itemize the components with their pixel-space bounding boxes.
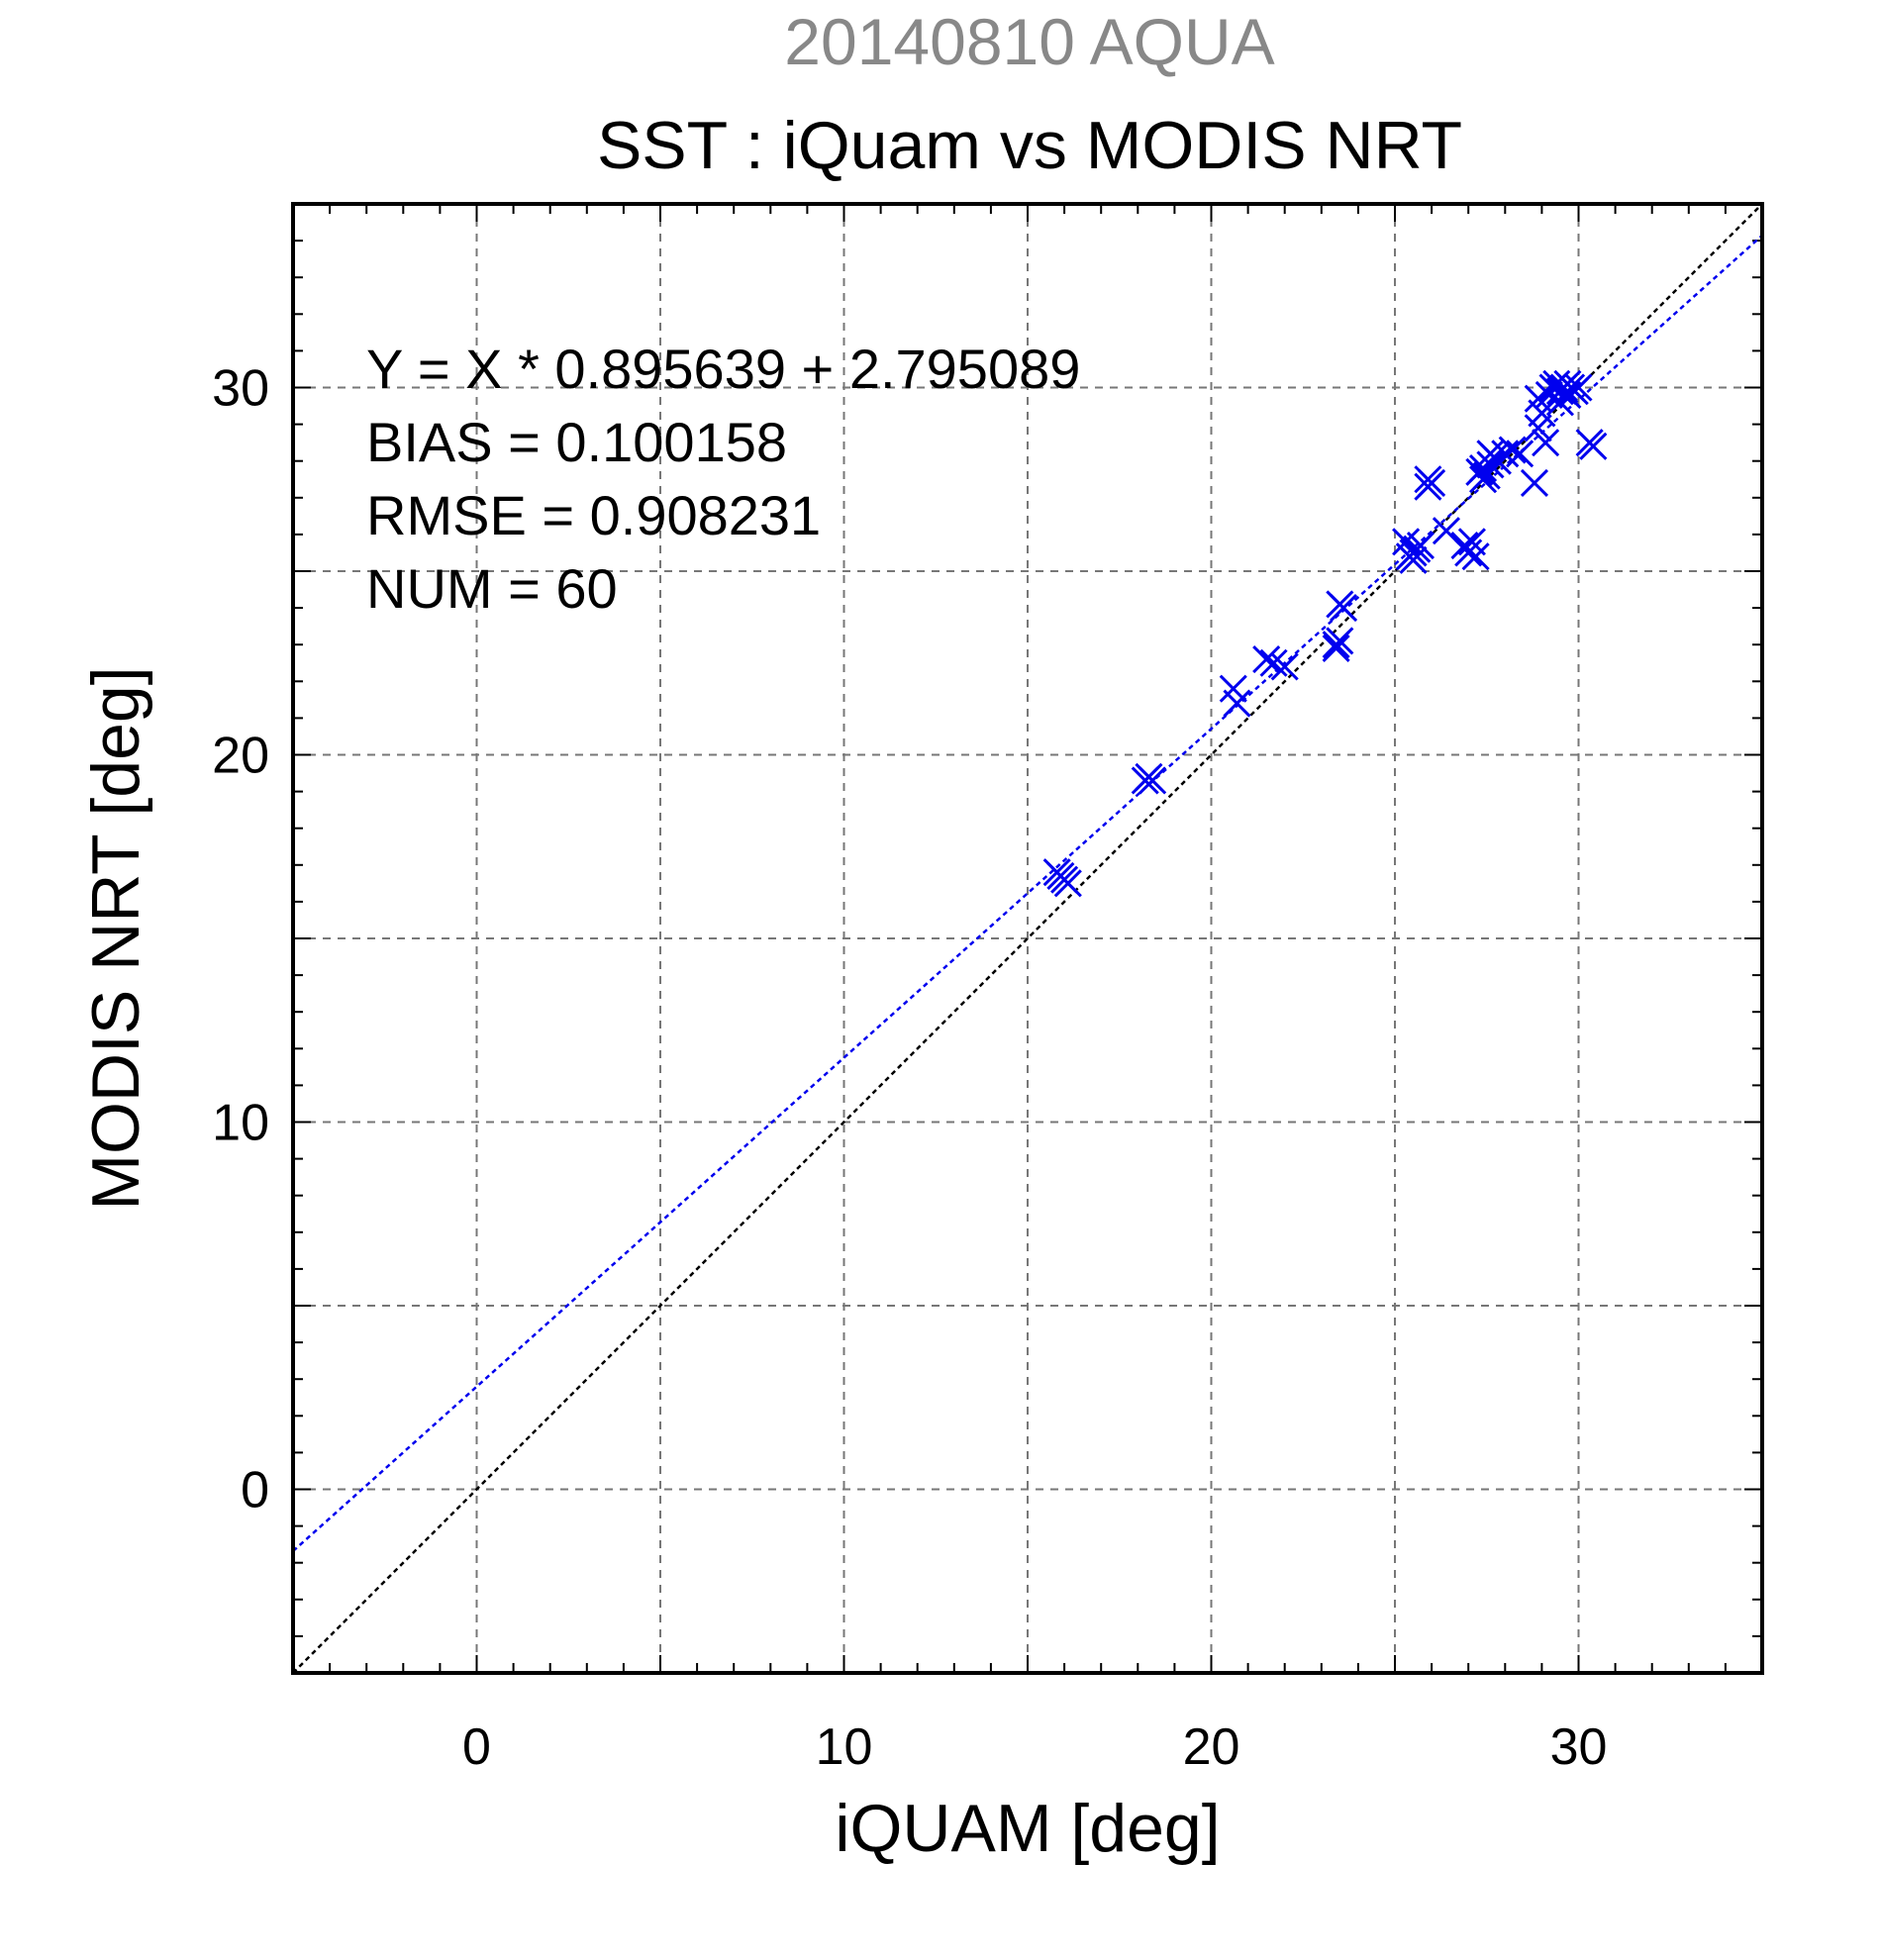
data-point-stroke [1432, 517, 1461, 545]
y-axis-label: MODIS NRT [deg] [78, 666, 153, 1210]
y-tick-label: 20 [212, 728, 269, 785]
chart-title: SST : iQuam vs MODIS NRT [597, 108, 1462, 183]
data-point [1579, 432, 1608, 460]
data-point [1414, 472, 1442, 501]
data-point [1532, 429, 1560, 457]
data-point [1491, 440, 1520, 468]
data-point-stroke [1270, 652, 1299, 681]
stat-num: NUM = 60 [366, 557, 618, 620]
data-point-stroke [1564, 373, 1593, 402]
data-point-stroke [1219, 674, 1247, 703]
fit-statistics: Y = X * 0.895639 + 2.795089 BIAS = 0.100… [366, 338, 1080, 620]
data-point-stroke [1414, 472, 1442, 501]
data-point [1454, 539, 1483, 567]
data-point [1468, 465, 1498, 494]
data-point-stroke [1491, 440, 1520, 468]
x-tick-label: 30 [1550, 1718, 1608, 1776]
data-point-stroke [1520, 468, 1549, 498]
data-point-stroke [1223, 689, 1251, 718]
x-tick-label: 20 [1183, 1718, 1240, 1776]
data-point-stroke [1553, 369, 1582, 398]
data-point [1259, 648, 1288, 677]
chart-supertitle: 20140810 AQUA [784, 5, 1274, 78]
data-point-stroke [1457, 528, 1486, 556]
data-point-stroke [1579, 432, 1608, 460]
data-point-stroke [1259, 648, 1288, 677]
data-point [1476, 450, 1505, 479]
plot-frame [291, 202, 1764, 1675]
identity-line [293, 204, 1762, 1673]
stat-fit-equation: Y = X * 0.895639 + 2.795089 [366, 338, 1080, 400]
data-point-stroke [1392, 528, 1421, 556]
grid-lines [293, 204, 1762, 1673]
data-point-stroke [1046, 861, 1075, 890]
data-point-stroke [1406, 531, 1436, 560]
y-tick-labels: 0 10 20 30 [212, 360, 269, 1519]
data-point [1326, 627, 1354, 655]
data-point [1406, 531, 1436, 560]
data-point-stroke [1532, 429, 1560, 457]
x-tick-label: 0 [462, 1718, 491, 1776]
stat-rmse: RMSE = 0.908231 [366, 484, 821, 546]
data-point [1223, 689, 1251, 718]
data-point [1138, 766, 1167, 795]
data-point [1399, 545, 1428, 574]
data-point-stroke [1454, 539, 1483, 567]
data-point [1545, 388, 1575, 417]
data-point-stroke [1138, 766, 1167, 795]
data-point-stroke [1468, 465, 1498, 494]
data-point-stroke [1476, 440, 1505, 468]
y-tick-label: 0 [241, 1462, 269, 1519]
data-point [1322, 634, 1350, 662]
data-point [1131, 766, 1159, 795]
data-point [1461, 542, 1490, 571]
stat-bias: BIAS = 0.100158 [366, 411, 787, 473]
y-tick-label: 30 [212, 360, 269, 418]
data-point [1498, 436, 1527, 464]
data-point [1432, 517, 1461, 545]
data-point-stroke [1252, 644, 1281, 674]
data-point-stroke [1476, 450, 1505, 479]
data-point-stroke [1498, 436, 1527, 464]
data-point-stroke [1461, 542, 1490, 571]
data-point-stroke [1545, 388, 1575, 417]
data-point [1329, 594, 1358, 623]
data-point [1046, 861, 1075, 890]
data-point-stroke [1506, 440, 1534, 468]
data-point [1553, 369, 1582, 398]
data-point [1252, 644, 1281, 674]
data-points [1042, 369, 1608, 898]
x-tick-labels: 0 10 20 30 [462, 1718, 1607, 1776]
data-point [1564, 373, 1593, 402]
x-axis-label: iQUAM [deg] [835, 1791, 1220, 1866]
y-tick-label: 10 [212, 1095, 269, 1152]
data-point-stroke [1322, 634, 1350, 662]
data-point-stroke [1399, 545, 1428, 574]
data-point [1520, 468, 1549, 498]
data-point-stroke [1131, 766, 1159, 795]
data-point-stroke [1329, 594, 1358, 623]
data-point-stroke [1326, 627, 1354, 655]
data-point [1270, 652, 1299, 681]
data-point-stroke [1528, 399, 1556, 428]
x-tick-label: 10 [816, 1718, 873, 1776]
data-point [1506, 440, 1534, 468]
